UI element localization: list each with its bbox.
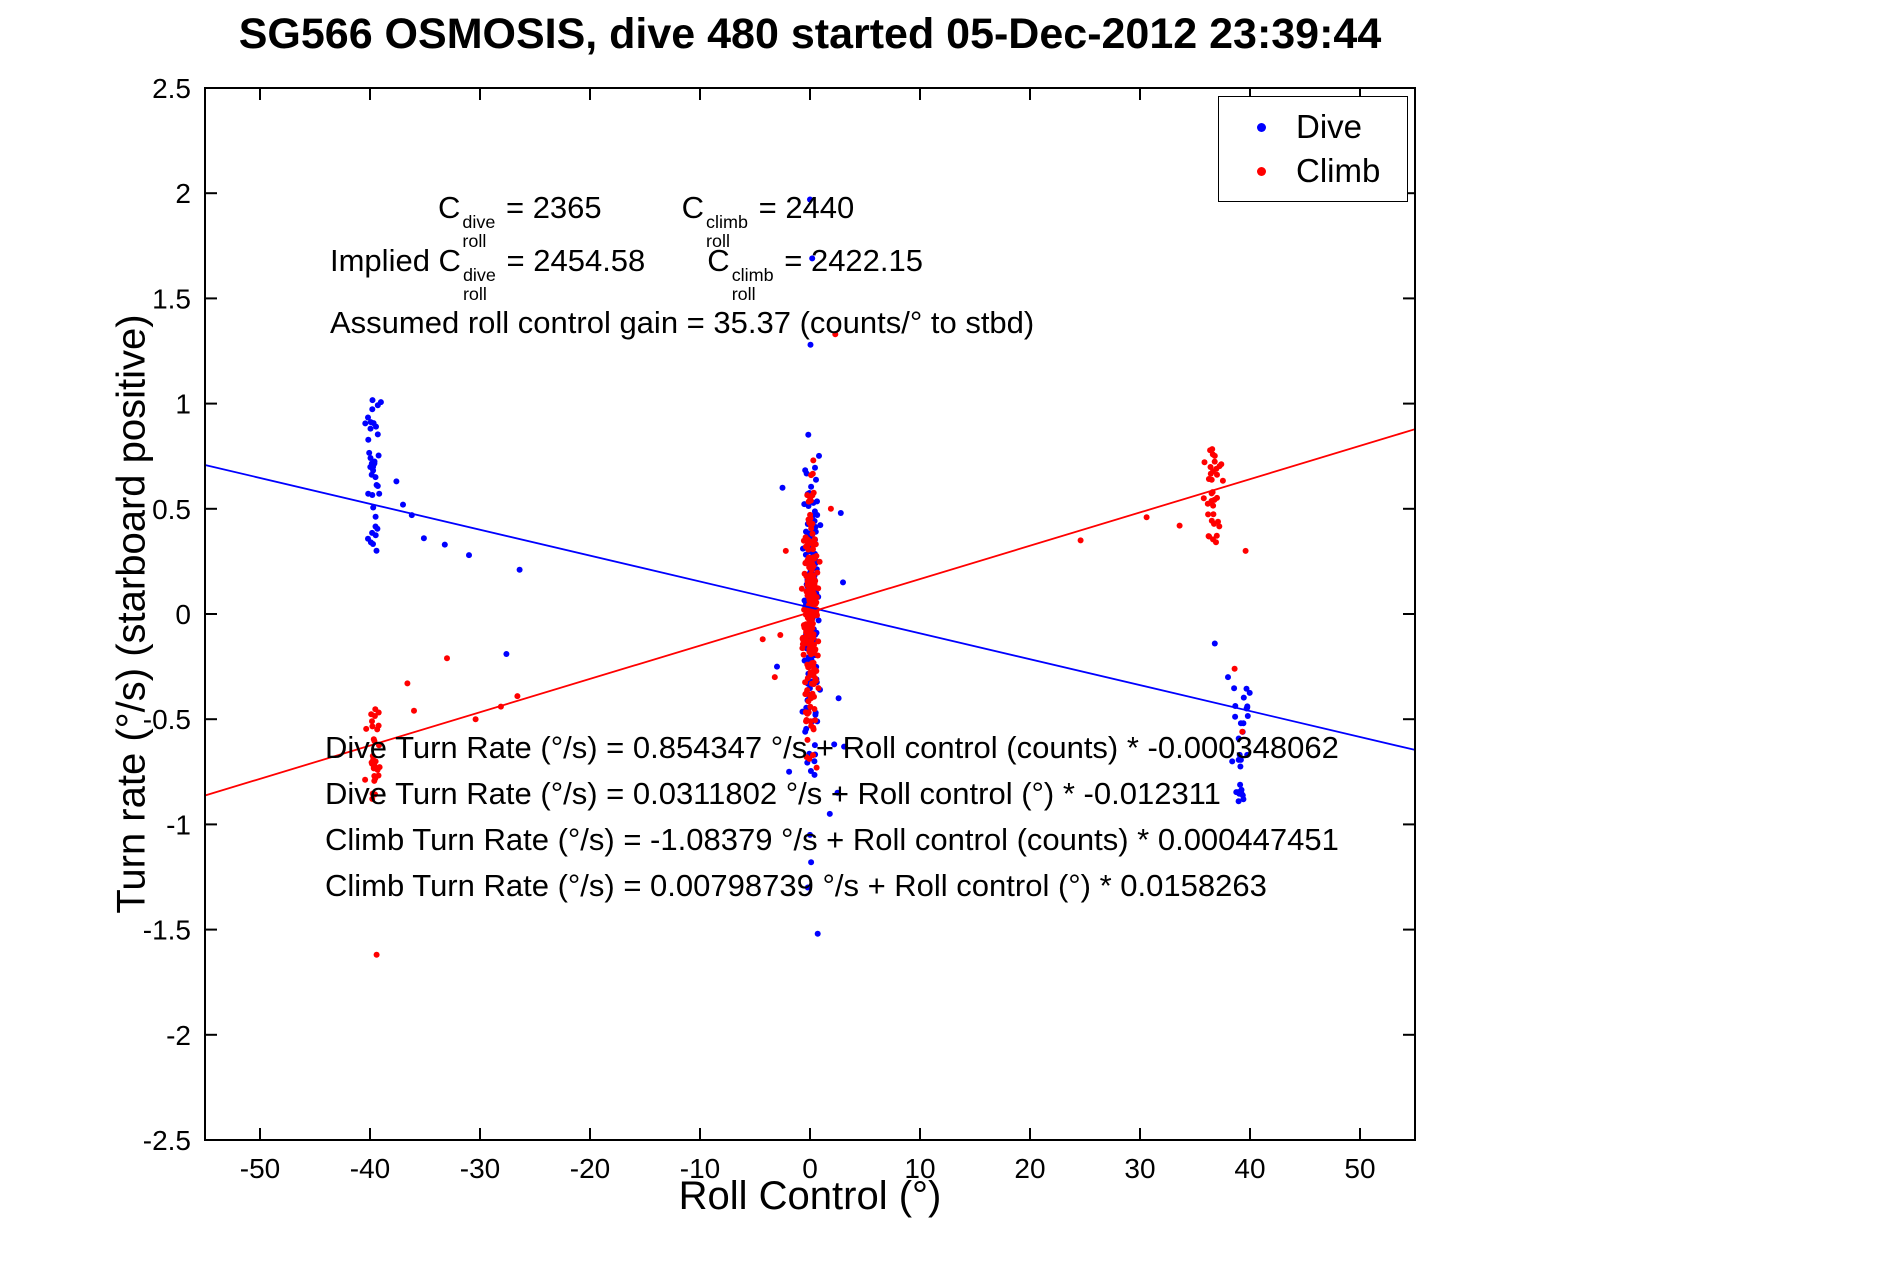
svg-text:-2: -2 <box>166 1020 191 1051</box>
svg-text:1: 1 <box>175 389 191 420</box>
climb-marker-icon <box>1257 166 1266 176</box>
sub-superscript: climb roll <box>731 264 774 304</box>
legend-entry-dive: Dive <box>1219 105 1407 149</box>
annotation-text: = 2365 <box>497 190 602 225</box>
svg-text:-1: -1 <box>166 809 191 840</box>
svg-text:10: 10 <box>904 1153 935 1184</box>
svg-text:-40: -40 <box>350 1153 390 1184</box>
legend-label-dive: Dive <box>1296 108 1363 145</box>
annotation-text: = 2454.58 <box>497 243 646 278</box>
annotation-text: C <box>438 190 461 225</box>
sub-superscript: dive roll <box>462 264 496 304</box>
svg-text:1.5: 1.5 <box>152 283 191 314</box>
x-ticks: -50 -40 -30 -20 -10 0 10 20 30 40 50 <box>240 88 1376 1184</box>
sub-superscript: dive roll <box>462 211 496 251</box>
svg-text:-2.5: -2.5 <box>143 1125 191 1156</box>
annotation-eq-dive-counts: Dive Turn Rate (°/s) = 0.854347 °/s + Ro… <box>325 730 1339 765</box>
sub-superscript: climb roll <box>706 211 748 251</box>
annotation-eq-climb-deg: Climb Turn Rate (°/s) = 0.00798739 °/s +… <box>325 868 1267 903</box>
svg-text:2.5: 2.5 <box>152 73 191 104</box>
svg-text:20: 20 <box>1014 1153 1045 1184</box>
y-axis-label: Turn rate (°/s) (starboard positive) <box>109 314 154 914</box>
annotation-text: Implied C <box>330 243 461 278</box>
svg-text:-1.5: -1.5 <box>143 915 191 946</box>
svg-text:40: 40 <box>1234 1153 1265 1184</box>
dive-marker-icon <box>1257 122 1266 132</box>
legend-label-climb: Climb <box>1296 152 1381 189</box>
climb-fit-line <box>204 428 1416 797</box>
annotation-text: = 2440 <box>749 190 855 225</box>
annotation-text: C <box>707 243 730 278</box>
annotation-text: = 2422.15 <box>775 243 924 278</box>
svg-text:0: 0 <box>175 599 191 630</box>
svg-text:-20: -20 <box>570 1153 610 1184</box>
svg-text:0: 0 <box>802 1153 818 1184</box>
svg-text:0.5: 0.5 <box>152 494 191 525</box>
x-axis-label: Roll Control (°) <box>678 1174 942 1218</box>
chart-title: SG566 OSMOSIS, dive 480 started 05-Dec-2… <box>238 10 1382 58</box>
y-ticks: -2.5 -2 -1.5 -1 -0.5 0 0.5 1 1.5 2 2.5 <box>143 73 1415 1156</box>
legend: Dive Climb <box>1218 96 1408 202</box>
svg-text:50: 50 <box>1344 1153 1375 1184</box>
svg-text:30: 30 <box>1124 1153 1155 1184</box>
dive-fit-line <box>204 464 1416 751</box>
svg-text:-30: -30 <box>460 1153 500 1184</box>
svg-text:2: 2 <box>175 178 191 209</box>
legend-entry-climb: Climb <box>1219 149 1407 193</box>
annotation-eq-climb-counts: Climb Turn Rate (°/s) = -1.08379 °/s + R… <box>325 822 1339 857</box>
annotation-roll-gain: Assumed roll control gain = 35.37 (count… <box>330 305 1035 340</box>
svg-text:-50: -50 <box>240 1153 280 1184</box>
annotation-eq-dive-deg: Dive Turn Rate (°/s) = 0.0311802 °/s + R… <box>325 776 1221 811</box>
annotation-text: C <box>681 190 705 225</box>
svg-text:-10: -10 <box>680 1153 720 1184</box>
climb-points <box>362 331 1249 958</box>
svg-text:-0.5: -0.5 <box>143 704 191 735</box>
